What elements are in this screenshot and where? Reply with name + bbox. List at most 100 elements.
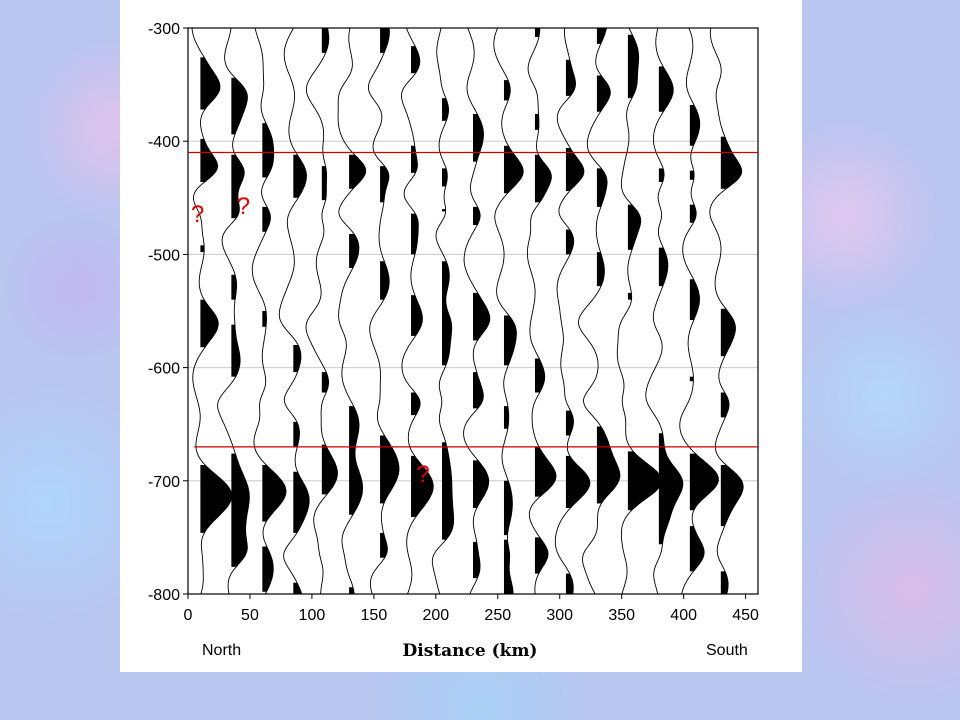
positive-lobe [720, 136, 742, 189]
positive-lobe [200, 57, 220, 110]
trace-wiggle [367, 27, 400, 595]
positive-lobe [380, 166, 389, 203]
positive-lobe [689, 526, 705, 572]
positive-lobe [411, 392, 421, 416]
figure-panel: -300 -400 -500 -600 -700 -800 0 50 100 150 200 250 3… [120, 0, 802, 672]
trace-group [191, 27, 744, 595]
trace-wiggle [554, 27, 591, 595]
trace-wiggle [645, 27, 684, 595]
positive-lobe [200, 245, 205, 253]
positive-lobe [689, 170, 695, 180]
y-tick-label: -300 [148, 21, 180, 38]
positive-lobe [321, 166, 327, 201]
x-tick-label: 400 [670, 607, 697, 624]
plot-frame [187, 27, 759, 595]
trace-wiggle [191, 27, 232, 595]
positive-lobe [442, 442, 454, 540]
positive-lobe [565, 59, 576, 96]
positive-lobe [658, 247, 668, 287]
positive-lobe [596, 75, 611, 112]
positive-lobe [565, 455, 590, 508]
positive-lobe [293, 154, 307, 198]
x-tick-label: 50 [241, 607, 259, 624]
positive-lobe [442, 261, 452, 366]
seismic-trace [431, 27, 455, 595]
positive-lobe [321, 372, 329, 393]
positive-lobe [473, 206, 481, 225]
positive-lobe [627, 292, 632, 300]
positive-lobe [411, 213, 419, 255]
x-tick-label: 200 [422, 607, 449, 624]
positive-lobe [473, 372, 484, 409]
south-label: South [706, 642, 748, 659]
positive-lobe [720, 392, 729, 418]
seismic-trace [305, 27, 338, 595]
positive-lobe [596, 426, 620, 504]
trace-wiggle [278, 27, 310, 595]
positive-lobe [534, 114, 539, 130]
trace-wiggle [679, 27, 719, 595]
positive-lobe [442, 98, 449, 121]
seismic-trace [337, 27, 367, 595]
trace-wiggle [526, 28, 557, 595]
positive-lobe [262, 123, 274, 178]
x-axis-label: Distance (km) [402, 641, 538, 661]
seismic-trace [578, 27, 621, 595]
trace-wiggle [400, 27, 434, 595]
y-tick-label: -700 [148, 474, 180, 491]
positive-lobe [442, 168, 448, 187]
positive-lobe [503, 315, 517, 366]
positive-lobe [503, 80, 511, 101]
y-tick-label: -400 [148, 134, 180, 151]
x-tick-label: 0 [184, 607, 193, 624]
trace-wiggle [709, 27, 744, 595]
x-tick-label: 300 [546, 607, 573, 624]
positive-lobe [689, 204, 697, 223]
positive-lobe [293, 582, 302, 594]
positive-lobe [262, 464, 286, 522]
positive-lobe [349, 154, 366, 189]
x-tick-label: 100 [299, 607, 326, 624]
trace-wiggle [305, 27, 338, 595]
positive-lobe [231, 274, 237, 300]
seismic-trace [645, 27, 684, 595]
seismic-trace [526, 28, 557, 595]
y-tick-label: -800 [148, 587, 180, 604]
positive-lobe [473, 460, 489, 508]
seismic-trace [191, 27, 232, 595]
positive-lobe [262, 311, 267, 327]
positive-lobe [262, 546, 274, 592]
positive-lobe [689, 453, 719, 511]
positive-lobe [565, 573, 574, 594]
positive-lobe [627, 451, 659, 511]
positive-lobe [627, 34, 639, 99]
trace-wiggle [463, 27, 491, 595]
question-mark: ? [190, 200, 205, 228]
positive-lobe [473, 541, 480, 579]
trace-wiggle [217, 27, 250, 595]
seismic-trace [554, 27, 591, 595]
trace-wiggle [431, 27, 455, 595]
positive-lobe [627, 204, 641, 250]
trace-wiggle [493, 27, 524, 595]
positive-lobe [231, 77, 248, 135]
positive-lobe [231, 453, 250, 567]
trace-wiggle [578, 27, 621, 595]
positive-lobe [565, 229, 574, 255]
positive-lobe [293, 344, 301, 373]
positive-lobe [720, 571, 729, 594]
y-tick-label: -600 [148, 361, 180, 378]
positive-lobe [720, 308, 736, 357]
seismic-trace [367, 27, 400, 595]
trace-wiggle [616, 27, 660, 595]
positive-lobe [720, 464, 744, 527]
positive-lobe [321, 28, 329, 53]
positive-lobe [380, 28, 390, 53]
positive-lobe [534, 28, 540, 38]
positive-lobe [411, 46, 420, 74]
positive-lobe [534, 446, 556, 497]
positive-lobe [503, 406, 509, 429]
seismic-trace [400, 27, 434, 595]
